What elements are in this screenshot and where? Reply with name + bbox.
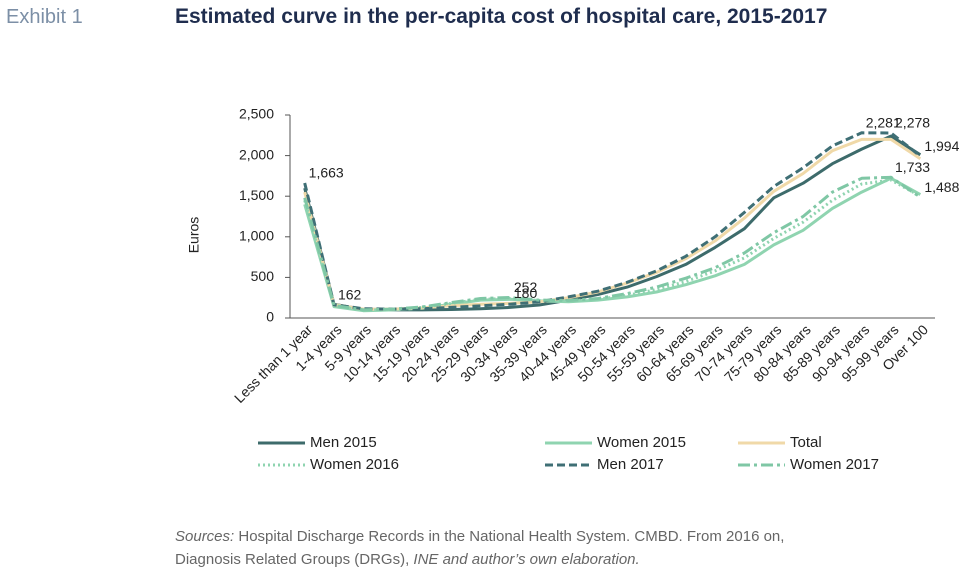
source-text: Sources:	[175, 528, 234, 545]
y-tick-label: 2,000	[239, 146, 274, 162]
series-line	[303, 134, 922, 312]
legend-label: Women 2015	[597, 434, 686, 451]
data-label: 162	[338, 287, 362, 303]
legend-label: Men 2015	[310, 434, 377, 451]
y-tick-label: 1,500	[239, 187, 274, 203]
source-text: Diagnosis Related Groups (DRGs),	[175, 551, 413, 568]
source-text: INE and author’s own elaboration.	[413, 551, 639, 568]
series-line	[303, 175, 922, 312]
legend-label: Women 2016	[310, 456, 399, 473]
data-label: 1,994	[924, 138, 959, 154]
data-label: 1,488	[924, 179, 959, 195]
source-note: Sources: Hospital Discharge Records in t…	[175, 528, 784, 545]
y-tick-label: 0	[266, 309, 274, 325]
source-note: Diagnosis Related Groups (DRGs), INE and…	[175, 551, 640, 568]
series-line	[303, 131, 922, 311]
legend-label: Women 2017	[790, 456, 879, 473]
y-tick-label: 500	[251, 268, 275, 284]
chart-title: Estimated curve in the per-capita cost o…	[175, 5, 828, 28]
legend-label: Total	[790, 434, 822, 451]
data-label: 1,733	[895, 159, 930, 175]
data-label: 180	[514, 285, 538, 301]
y-tick-label: 1,000	[239, 228, 274, 244]
legend-label: Men 2017	[597, 456, 664, 473]
source-text: Hospital Discharge Records in the Nation…	[234, 528, 784, 545]
data-label: 2,278	[895, 115, 930, 131]
data-label: 2,281	[866, 114, 901, 130]
data-label: 1,663	[309, 165, 344, 181]
data-label: 252	[514, 279, 538, 295]
exhibit-label: Exhibit 1	[6, 6, 83, 28]
y-axis-label: Euros	[186, 217, 202, 254]
y-tick-label: 2,500	[239, 106, 274, 122]
